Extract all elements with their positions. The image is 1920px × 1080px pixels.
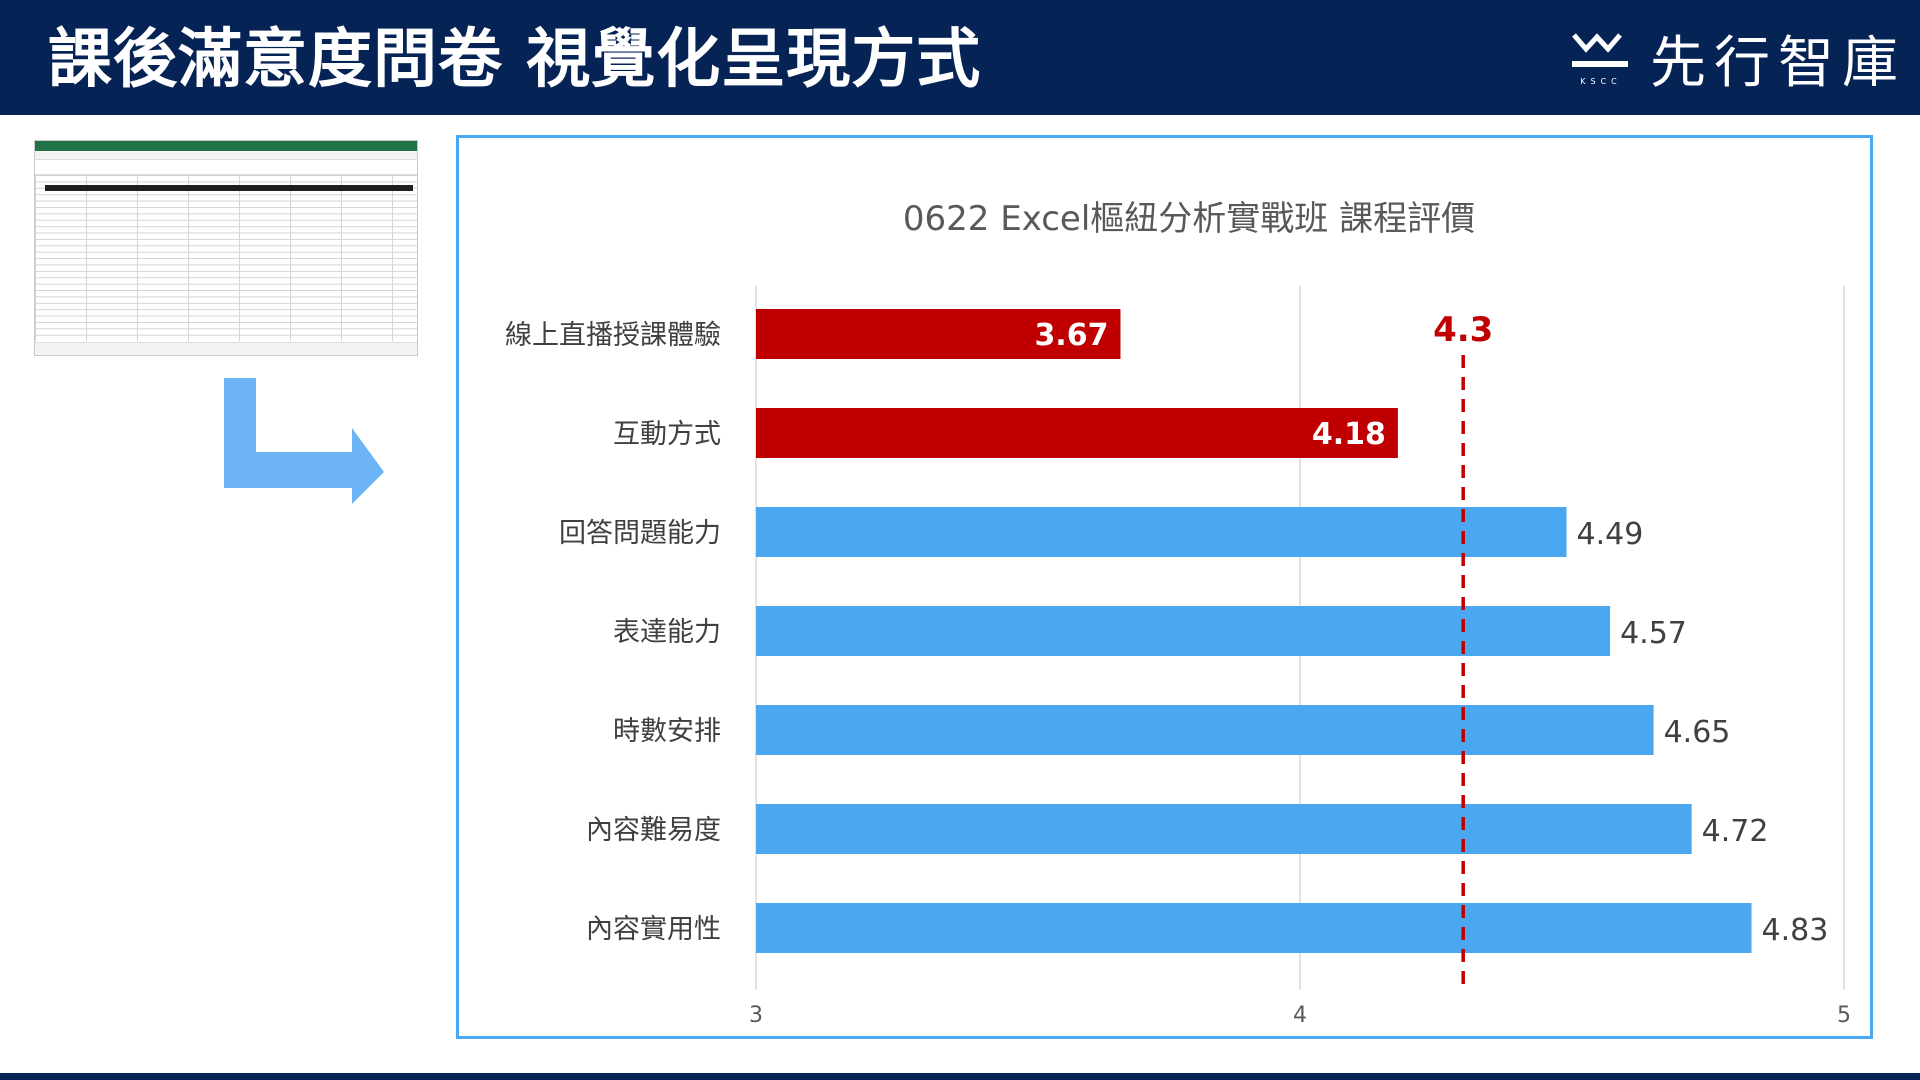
sheet-grid [35, 175, 417, 341]
bar [756, 705, 1654, 755]
logo-subtext: KSCC [1580, 77, 1622, 86]
bar [756, 903, 1752, 953]
category-label: 時數安排 [613, 716, 721, 747]
category-label: 內容難易度 [586, 815, 721, 846]
category-label: 表達能力 [613, 617, 721, 648]
data-label: 4.65 [1664, 715, 1731, 750]
category-label: 內容實用性 [586, 914, 721, 945]
category-label: 互動方式 [613, 419, 721, 450]
target-label: 4.3 [1433, 310, 1493, 350]
sheet-formula-bar [35, 160, 417, 175]
sheet-title-bar [35, 141, 417, 151]
data-label: 3.67 [1034, 318, 1108, 353]
bar [756, 804, 1692, 854]
page-title: 課後滿意度問卷 視覺化呈現方式 [48, 23, 982, 97]
chart-frame: 0622 Excel樞紐分析實戰班 課程評價 4.3 3 4 5 線上直播授課體驗 3.… [456, 135, 1873, 1039]
data-label: 4.49 [1577, 517, 1644, 552]
spreadsheet-thumbnail [34, 140, 418, 356]
footer-bar [0, 1073, 1920, 1080]
data-label: 4.57 [1620, 616, 1687, 651]
data-label: 4.18 [1312, 417, 1386, 452]
data-label: 4.83 [1762, 913, 1829, 948]
bar-chart: 0622 Excel樞紐分析實戰班 課程評價 4.3 3 4 5 線上直播授課體驗 3.… [505, 199, 1851, 1028]
bar [756, 408, 1398, 458]
brand-logo: KSCC 先行智庫 [1570, 22, 1906, 96]
x-tick-label: 3 [749, 1003, 763, 1028]
data-label: 4.72 [1702, 814, 1769, 849]
bent-arrow-right-icon [222, 378, 386, 512]
category-label: 線上直播授課體驗 [505, 320, 721, 351]
sheet-ribbon [35, 151, 417, 160]
x-tick-label: 5 [1837, 1003, 1851, 1028]
ksc-mountain-logo-icon: KSCC [1570, 25, 1632, 91]
sheet-header-row [45, 185, 413, 191]
bar [756, 606, 1611, 656]
logo-text: 先行智庫 [1650, 30, 1906, 96]
sheet-status-bar [35, 342, 417, 355]
header-bar: 課後滿意度問卷 視覺化呈現方式 KSCC 先行智庫 [0, 0, 1920, 115]
category-label: 回答問題能力 [559, 518, 721, 549]
bar [756, 309, 1121, 359]
bar [756, 507, 1567, 557]
chart-title: 0622 Excel樞紐分析實戰班 課程評價 [903, 199, 1475, 239]
x-tick-label: 4 [1293, 1003, 1307, 1028]
